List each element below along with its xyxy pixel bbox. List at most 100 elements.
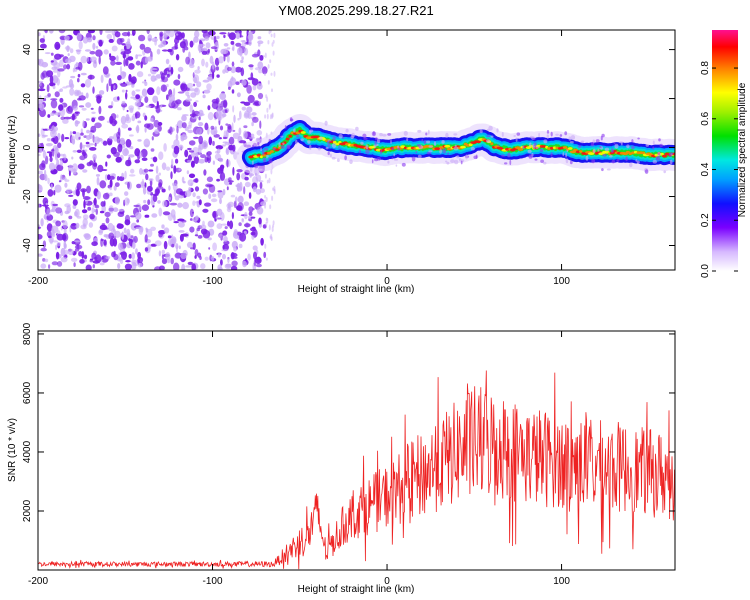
noise-speckle (209, 55, 214, 64)
colorbar-tick-label: 0.4 (700, 162, 711, 176)
noise-speckle (51, 125, 56, 135)
noise-speckle (124, 170, 127, 180)
noise-speckle (220, 223, 228, 226)
noise-speckle (39, 95, 42, 100)
noise-speckle (106, 137, 113, 145)
noise-speckle (226, 66, 232, 72)
noise-speckle (147, 73, 152, 77)
noise-speckle (150, 148, 155, 152)
noise-speckle (128, 73, 132, 82)
noise-speckle (219, 171, 226, 181)
ridge-halo-speckle (546, 130, 550, 134)
noise-speckle (178, 221, 185, 228)
ridge-halo-speckle (619, 141, 623, 144)
noise-speckle (166, 83, 169, 88)
noise-speckle (147, 87, 155, 96)
noise-speckle (259, 55, 264, 61)
ridge-halo-speckle (585, 155, 589, 161)
noise-speckle (173, 87, 176, 97)
noise-speckle (231, 260, 238, 267)
ridge-halo-speckle (522, 145, 525, 150)
noise-speckle (222, 188, 226, 196)
spectrogram-x-tick-label: 0 (384, 276, 390, 287)
noise-speckle (84, 78, 92, 88)
noise-speckle (204, 36, 210, 41)
noise-speckle (243, 186, 246, 195)
noise-speckle (192, 242, 196, 250)
noise-speckle (146, 123, 154, 130)
noise-speckle (126, 228, 131, 237)
noise-speckle (175, 54, 180, 61)
noise-speckle (153, 119, 160, 128)
noise-speckle (171, 100, 179, 109)
noise-speckle (272, 39, 275, 44)
noise-speckle (56, 242, 61, 247)
noise-speckle (218, 233, 223, 239)
noise-speckle (89, 147, 97, 151)
noise-speckle (156, 86, 161, 96)
noise-speckle (135, 94, 141, 100)
noise-speckle (109, 53, 112, 58)
noise-speckle (39, 163, 46, 171)
noise-speckle (165, 58, 170, 65)
noise-speckle (122, 71, 127, 77)
noise-speckle (48, 235, 52, 239)
ridge-halo-speckle (426, 151, 432, 155)
noise-speckle (81, 151, 87, 156)
noise-speckle (102, 140, 108, 146)
noise-speckle (181, 122, 187, 129)
noise-speckle (140, 181, 145, 187)
noise-speckle (131, 252, 136, 260)
ridge-halo-speckle (307, 139, 311, 144)
noise-speckle (176, 125, 179, 134)
noise-speckle (198, 159, 205, 164)
noise-speckle (246, 84, 252, 94)
noise-speckle (230, 40, 235, 45)
noise-speckle (202, 208, 209, 213)
noise-speckle (150, 75, 157, 82)
noise-speckle (172, 183, 178, 191)
ridge-peak-spot (288, 134, 292, 138)
noise-speckle (134, 159, 141, 164)
ridge-halo-speckle (441, 140, 445, 144)
noise-speckle (252, 245, 258, 251)
noise-speckle (59, 59, 64, 68)
ridge-halo-speckle (260, 147, 262, 152)
noise-speckle (241, 218, 244, 221)
noise-speckle (226, 47, 231, 50)
ridge-halo-speckle (387, 160, 390, 164)
noise-speckle (138, 34, 146, 42)
noise-speckle (270, 236, 273, 241)
noise-speckle (38, 32, 41, 37)
spectrogram-x-axis-label: Height of straight line (km) (298, 284, 415, 295)
colorbar-ticks: 0.0 0.2 0.4 0.6 0.8 (700, 61, 738, 278)
noise-speckle (76, 49, 81, 55)
ridge-halo-speckle (543, 161, 547, 165)
noise-speckle (236, 172, 241, 181)
noise-speckle (132, 241, 136, 249)
noise-speckle (130, 222, 138, 231)
noise-speckle (133, 204, 140, 208)
noise-speckle (212, 140, 215, 146)
noise-speckle (165, 252, 171, 261)
noise-speckle (269, 204, 272, 210)
noise-speckle (226, 158, 229, 168)
noise-speckle (162, 211, 171, 216)
noise-speckle (104, 30, 112, 34)
noise-speckle (72, 67, 75, 73)
noise-speckle (192, 72, 195, 78)
noise-speckle (139, 43, 146, 50)
ridge-halo-speckle (358, 149, 361, 154)
ridge-peak-spot (274, 148, 280, 152)
ridge-peak-spot (490, 142, 494, 146)
noise-speckle (266, 179, 269, 184)
noise-speckle (78, 251, 83, 257)
noise-speckle (108, 205, 114, 214)
noise-speckle (85, 264, 92, 270)
noise-speckle (55, 220, 62, 227)
noise-speckle (193, 76, 198, 83)
noise-speckle (98, 55, 101, 65)
noise-speckle (162, 200, 168, 208)
ridge-peak-spot (444, 144, 451, 148)
ridge-halo-speckle (345, 128, 349, 133)
